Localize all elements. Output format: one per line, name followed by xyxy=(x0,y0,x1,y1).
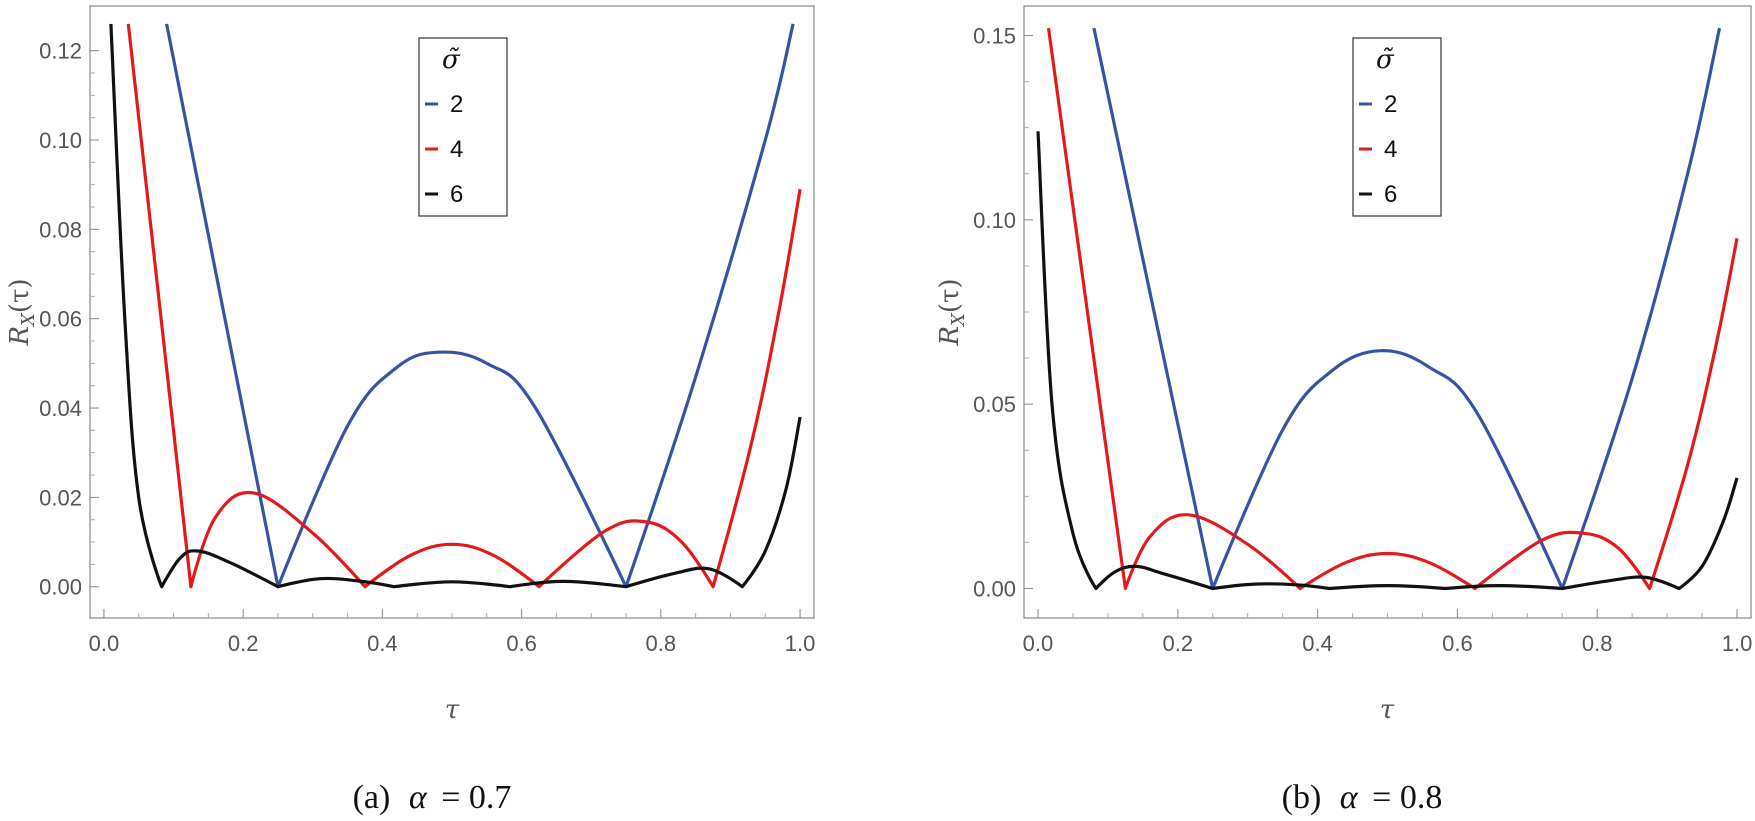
y-tick-label-b-3: 0.15 xyxy=(973,23,1016,48)
x-tick-label-b-4: 0.8 xyxy=(1582,631,1613,656)
y-tick-label-a-2: 0.04 xyxy=(39,396,82,421)
x-tick-label-a-0: 0.0 xyxy=(89,631,120,656)
y-axis-label-a-sub: X xyxy=(18,312,39,328)
caption-b-label: (b) xyxy=(1282,779,1322,816)
y-axis-label-a: RX(τ) xyxy=(5,278,39,346)
caption-a-value: = 0.7 xyxy=(441,779,511,816)
x-axis-label-b: τ xyxy=(1380,695,1395,725)
y-tick-label-a-0: 0.00 xyxy=(39,575,82,600)
legend-label-a-4: 4 xyxy=(450,136,463,163)
panel-a: 0.0 0.2 0.4 0.6 0.8 1.0 0.00 0.02 0.04 0.06 0.08 0.… xyxy=(5,5,815,816)
y-axis-label-b: RX(τ) xyxy=(935,278,969,346)
series-line-a-sigma-4 xyxy=(126,23,802,589)
y-tick-label-a-3: 0.06 xyxy=(39,307,82,332)
caption-b-symbol: α xyxy=(1340,779,1359,816)
x-tick-label-b-1: 0.2 xyxy=(1162,631,1193,656)
caption-a: (a) α = 0.7 xyxy=(353,779,512,816)
x-tick-label-a-5: 1.0 xyxy=(785,631,816,656)
legend-label-b-4: 4 xyxy=(1384,136,1397,163)
x-axis-label-a: τ xyxy=(445,695,460,725)
caption-a-label: (a) xyxy=(353,779,391,816)
x-tick-label-a-3: 0.6 xyxy=(506,631,537,656)
legend-label-b-2: 2 xyxy=(1384,91,1397,118)
y-tick-label-a-4: 0.08 xyxy=(39,217,82,242)
y-axis-label-a-arg: (τ) xyxy=(5,278,35,313)
y-axis-label-a-main: R xyxy=(5,326,35,347)
legend-title-b: σ̃ xyxy=(1376,45,1395,75)
series-lines-a xyxy=(109,23,802,589)
legend-title-a: σ̃ xyxy=(442,45,461,75)
legend-b: σ̃ 2 4 6 xyxy=(1352,37,1442,217)
caption-b: (b) α = 0.8 xyxy=(1282,779,1443,816)
y-tick-label-a-1: 0.02 xyxy=(39,485,82,510)
series-lines-b xyxy=(1036,27,1739,591)
caption-a-symbol: α xyxy=(409,779,428,816)
legend-box-a xyxy=(418,37,508,217)
y-tick-label-b-1: 0.05 xyxy=(973,392,1016,417)
caption-b-value: = 0.8 xyxy=(1372,779,1442,816)
axis-ticks-b: 0.0 0.2 0.4 0.6 0.8 1.0 0.00 0.05 0.10 0.15 xyxy=(973,23,1752,656)
legend-label-b-6: 6 xyxy=(1384,181,1397,208)
x-tick-label-b-3: 0.6 xyxy=(1442,631,1473,656)
x-tick-label-a-4: 0.8 xyxy=(646,631,677,656)
x-tick-label-a-2: 0.4 xyxy=(367,631,398,656)
x-tick-label-b-5: 1.0 xyxy=(1722,631,1753,656)
legend-label-a-6: 6 xyxy=(450,181,463,208)
legend-a: σ̃ 2 4 6 xyxy=(418,37,508,217)
y-tick-label-a-6: 0.12 xyxy=(39,39,82,64)
y-axis-label-b-sub: X xyxy=(948,312,969,328)
axis-ticks-a: 0.0 0.2 0.4 0.6 0.8 1.0 0.00 0.02 0.04 0.06 0.08 0.… xyxy=(39,39,815,656)
y-tick-label-b-2: 0.10 xyxy=(973,208,1016,233)
y-axis-label-b-arg: (τ) xyxy=(935,278,965,313)
y-axis-label-b-main: R xyxy=(935,326,965,347)
x-tick-label-b-2: 0.4 xyxy=(1302,631,1333,656)
legend-label-a-2: 2 xyxy=(450,91,463,118)
y-tick-label-a-5: 0.10 xyxy=(39,128,82,153)
series-line-b-sigma-6 xyxy=(1036,131,1739,591)
panel-b: 0.0 0.2 0.4 0.6 0.8 1.0 0.00 0.05 0.10 0.15 σ̃ 2 … xyxy=(935,5,1752,816)
legend-box-b xyxy=(1352,37,1442,217)
series-line-a-sigma-6 xyxy=(109,23,802,589)
y-tick-label-b-0: 0.00 xyxy=(973,577,1016,602)
x-tick-label-b-0: 0.0 xyxy=(1023,631,1054,656)
series-line-b-sigma-4 xyxy=(1046,27,1739,591)
x-tick-label-a-1: 0.2 xyxy=(228,631,259,656)
